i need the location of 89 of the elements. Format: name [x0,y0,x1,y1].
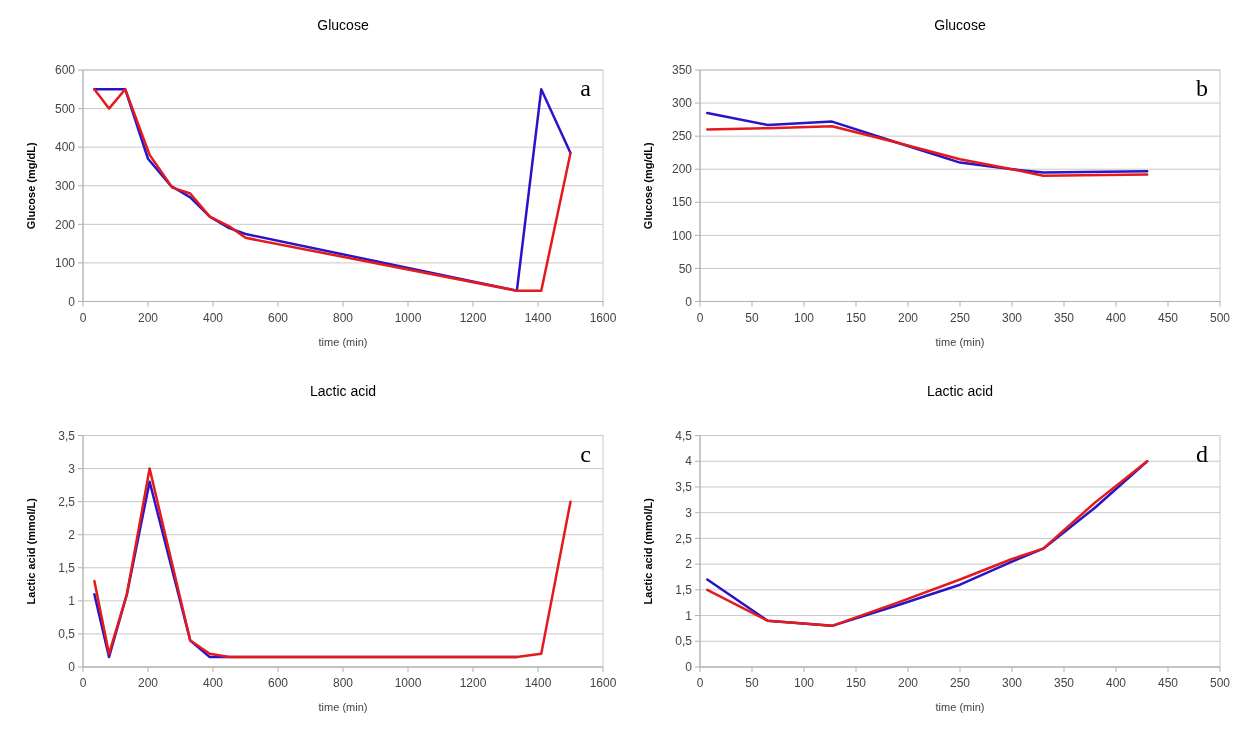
y-tick-label: 0 [685,294,693,309]
y-axis-title: Lactic acid (mmol/L) [642,497,654,605]
x-tick-label: 450 [1157,676,1179,690]
y-tick-label: 600 [54,63,76,78]
x-tick-label: 100 [793,310,815,325]
y-tick-label: 1,5 [58,560,76,575]
x-tick-label: 350 [1053,676,1075,690]
chart-title: Lactic acid [309,382,377,399]
y-tick-label: 3 [685,505,693,520]
x-tick-label: 1400 [524,676,552,690]
annotation: a [580,75,592,101]
y-tick-label: 350 [671,63,693,78]
y-tick-label: 400 [54,140,76,155]
y-tick-label: 0,5 [675,634,693,649]
y-tick-label: 3,5 [675,480,693,495]
y-tick-label: 2,5 [675,531,693,546]
y-tick-label: 4,5 [675,428,693,443]
annotation: c [580,440,591,467]
x-tick-label: 500 [1209,310,1231,325]
y-tick-label: 0 [68,294,76,309]
y-tick-label: 500 [54,101,76,116]
x-axis-title: time (min) [935,335,985,348]
x-tick-label: 400 [202,310,224,325]
x-tick-label: 600 [267,676,289,690]
x-axis-title: time (min) [318,335,368,348]
annotation: d [1196,440,1208,467]
y-tick-label: 4 [685,454,693,469]
x-tick-label: 100 [793,676,815,690]
y-tick-label: 50 [678,261,693,276]
x-tick-label: 400 [1105,676,1127,690]
y-tick-label: 300 [671,96,693,111]
chart-title: Glucose [317,17,369,33]
x-tick-label: 1200 [459,310,487,325]
y-tick-label: 200 [54,217,76,232]
x-tick-label: 300 [1001,310,1023,325]
x-tick-label: 800 [332,310,354,325]
y-tick-label: 2 [685,557,693,572]
y-tick-label: 300 [54,178,76,193]
x-tick-label: 0 [696,310,704,325]
x-axis-title: time (min) [935,701,985,713]
x-tick-label: 450 [1157,310,1179,325]
chart-title: Lactic acid [926,382,994,399]
x-tick-label: 600 [267,310,289,325]
x-tick-label: 150 [845,310,867,325]
x-tick-label: 1000 [394,676,422,690]
x-tick-label: 200 [897,676,919,690]
y-axis-title: Glucose (mg/dL) [642,142,654,230]
chart-title: Glucose [934,17,986,33]
x-tick-label: 350 [1053,310,1075,325]
x-tick-label: 200 [897,310,919,325]
y-tick-label: 1 [68,594,76,609]
y-tick-label: 150 [671,195,693,210]
x-tick-label: 1600 [589,310,617,325]
x-tick-label: 200 [137,676,159,690]
x-tick-label: 0 [79,676,87,690]
y-tick-label: 100 [54,256,76,271]
x-tick-label: 0 [79,310,87,325]
y-tick-label: 0,5 [58,627,76,642]
y-axis-title: Lactic acid (mmol/L) [25,497,37,605]
x-tick-label: 300 [1001,676,1023,690]
y-tick-label: 1 [685,608,693,623]
y-tick-label: 3,5 [58,428,76,443]
x-tick-label: 1200 [459,676,487,690]
x-tick-label: 1600 [589,676,617,690]
x-tick-label: 200 [137,310,159,325]
y-tick-label: 2 [68,527,76,542]
y-axis-title: Glucose (mg/dL) [25,142,37,230]
x-tick-label: 400 [1105,310,1127,325]
x-tick-label: 1000 [394,310,422,325]
x-tick-label: 0 [696,676,704,690]
x-tick-label: 400 [202,676,224,690]
x-tick-label: 500 [1209,676,1231,690]
x-tick-label: 1400 [524,310,552,325]
x-tick-label: 150 [845,676,867,690]
x-tick-label: 50 [745,310,759,325]
y-tick-label: 0 [68,660,76,675]
x-axis-title: time (min) [318,701,368,713]
y-tick-label: 100 [671,228,693,243]
x-tick-label: 50 [745,676,759,690]
y-tick-label: 0 [685,660,693,675]
y-tick-label: 250 [671,129,693,144]
x-tick-label: 250 [949,310,971,325]
x-tick-label: 250 [949,676,971,690]
y-tick-label: 3 [68,461,76,476]
y-tick-label: 2,5 [58,494,76,509]
y-tick-label: 1,5 [675,583,693,598]
y-tick-label: 200 [671,162,693,177]
x-tick-label: 800 [332,676,354,690]
annotation: b [1196,75,1208,101]
